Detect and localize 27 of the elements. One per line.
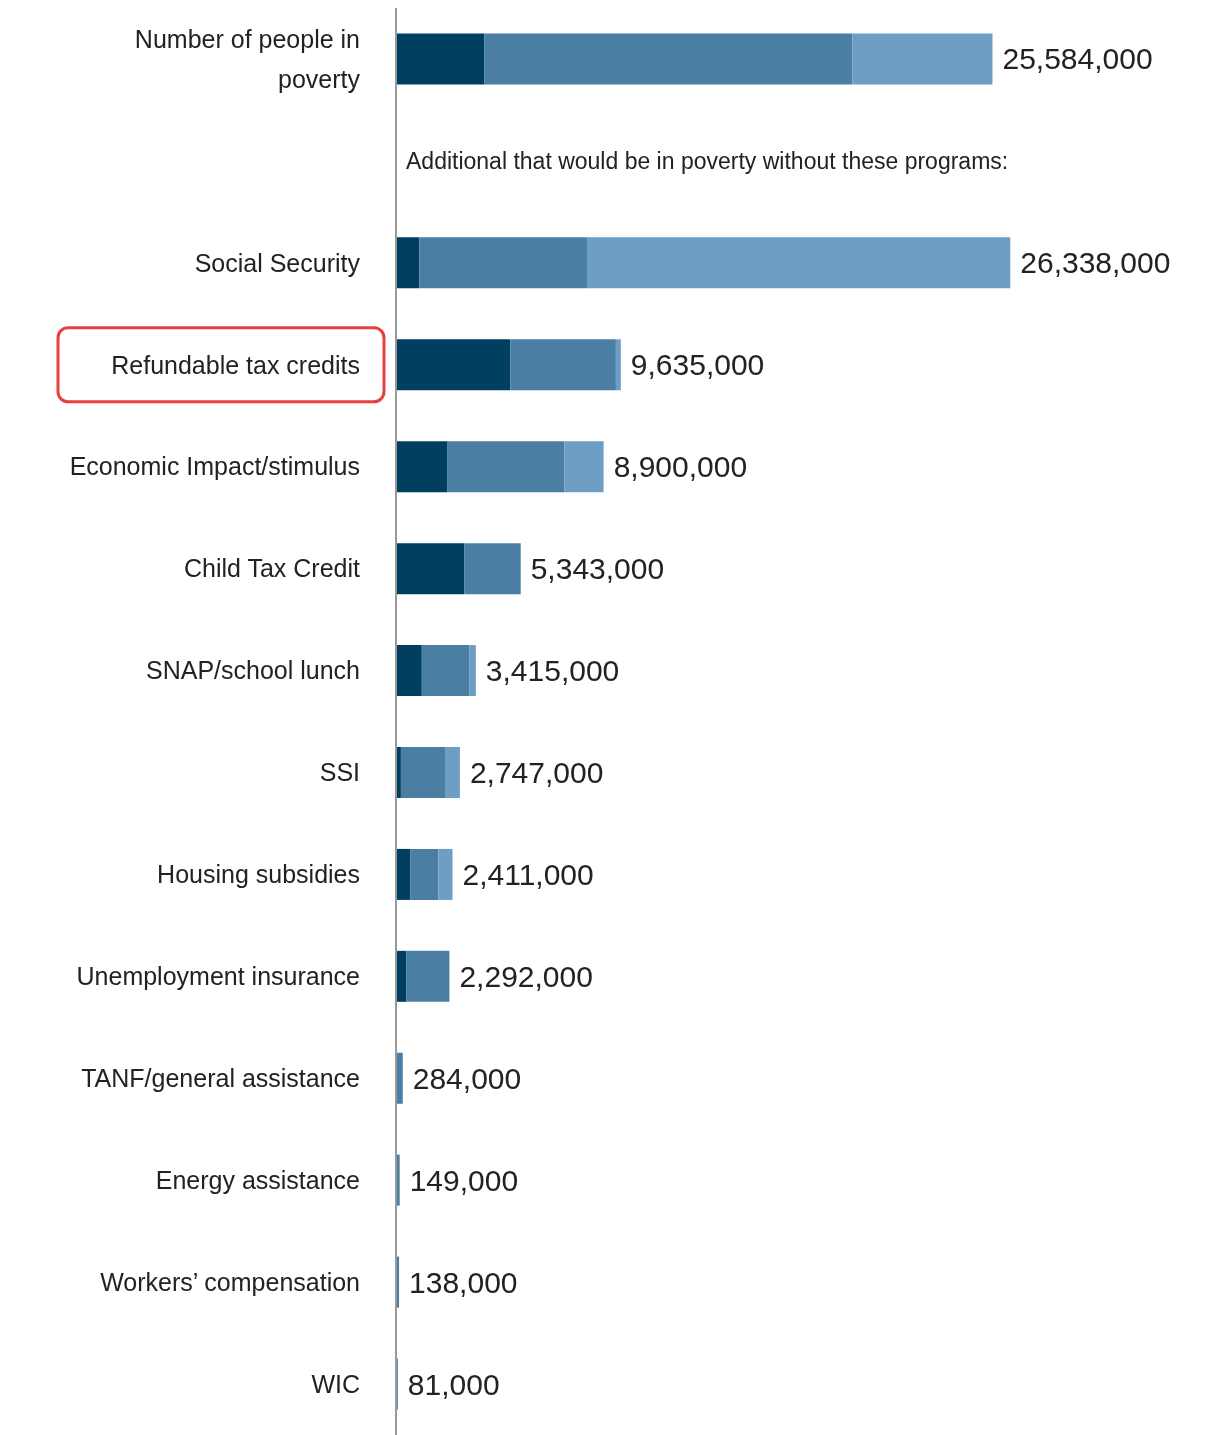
y-tick-label: Housing subsidies: [157, 860, 360, 889]
y-tick-label: Energy assistance: [155, 1165, 360, 1194]
y-tick-label: TANF/general assistance: [81, 1064, 360, 1092]
annotation: 3,415,000: [485, 654, 620, 688]
y-tick-label: WIC: [311, 1369, 360, 1398]
y-tick-label: Refundable tax credits: [111, 350, 360, 379]
y-tick-label: Child Tax Credit: [183, 554, 361, 583]
annotation: 2,747,000: [469, 755, 604, 789]
annotation: 138,000: [409, 1265, 518, 1299]
y-tick-label: Economic Impact/stimulus: [69, 452, 360, 481]
y-tick-label: SSI: [319, 758, 360, 787]
annotation: 81,000: [407, 1367, 500, 1401]
annotation: 26,338,000: [1020, 246, 1171, 280]
annotation: 149,000: [409, 1163, 519, 1197]
annotation: 2,411,000: [462, 857, 594, 891]
y-tick-label: SNAP/school lunch: [145, 656, 360, 685]
y-tick-label: Unemployment insurance: [76, 962, 360, 991]
annotation: 8,900,000: [613, 450, 748, 484]
annotation: Additional that would be in poverty without these programs:: [406, 147, 1009, 174]
annotation: 5,343,000: [530, 552, 665, 586]
y-tick-label: Workers’ compensation: [100, 1267, 360, 1296]
annotation: 9,635,000: [630, 348, 765, 382]
y-tick-label: Social Security: [194, 248, 361, 277]
annotation: 284,000: [412, 1061, 522, 1095]
annotation: 2,292,000: [459, 959, 593, 993]
annotation: 25,584,000: [1002, 42, 1153, 76]
y-tick-label: Number of people in poverty: [134, 24, 361, 93]
